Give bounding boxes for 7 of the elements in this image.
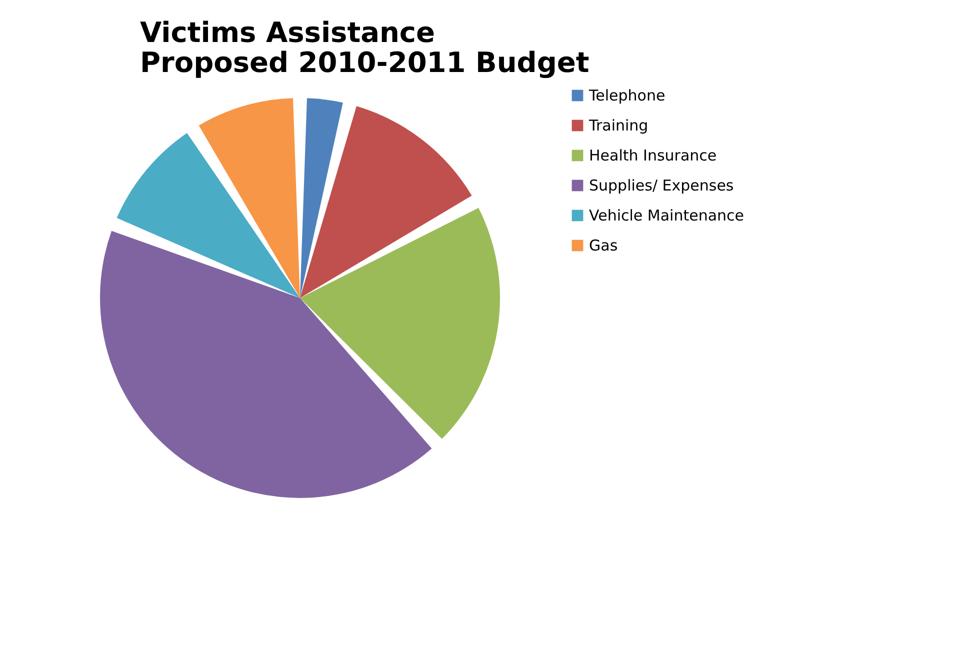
legend-label: Vehicle Maintenance [589,206,744,224]
chart-title: Victims Assistance Proposed 2010-2011 Budget [140,16,590,79]
legend-label: Supplies/ Expenses [589,176,734,194]
legend-label: Telephone [588,86,666,104]
legend-label: Training [588,116,648,134]
legend-label: Health Insurance [589,146,717,164]
legend-label: Gas [589,236,618,254]
